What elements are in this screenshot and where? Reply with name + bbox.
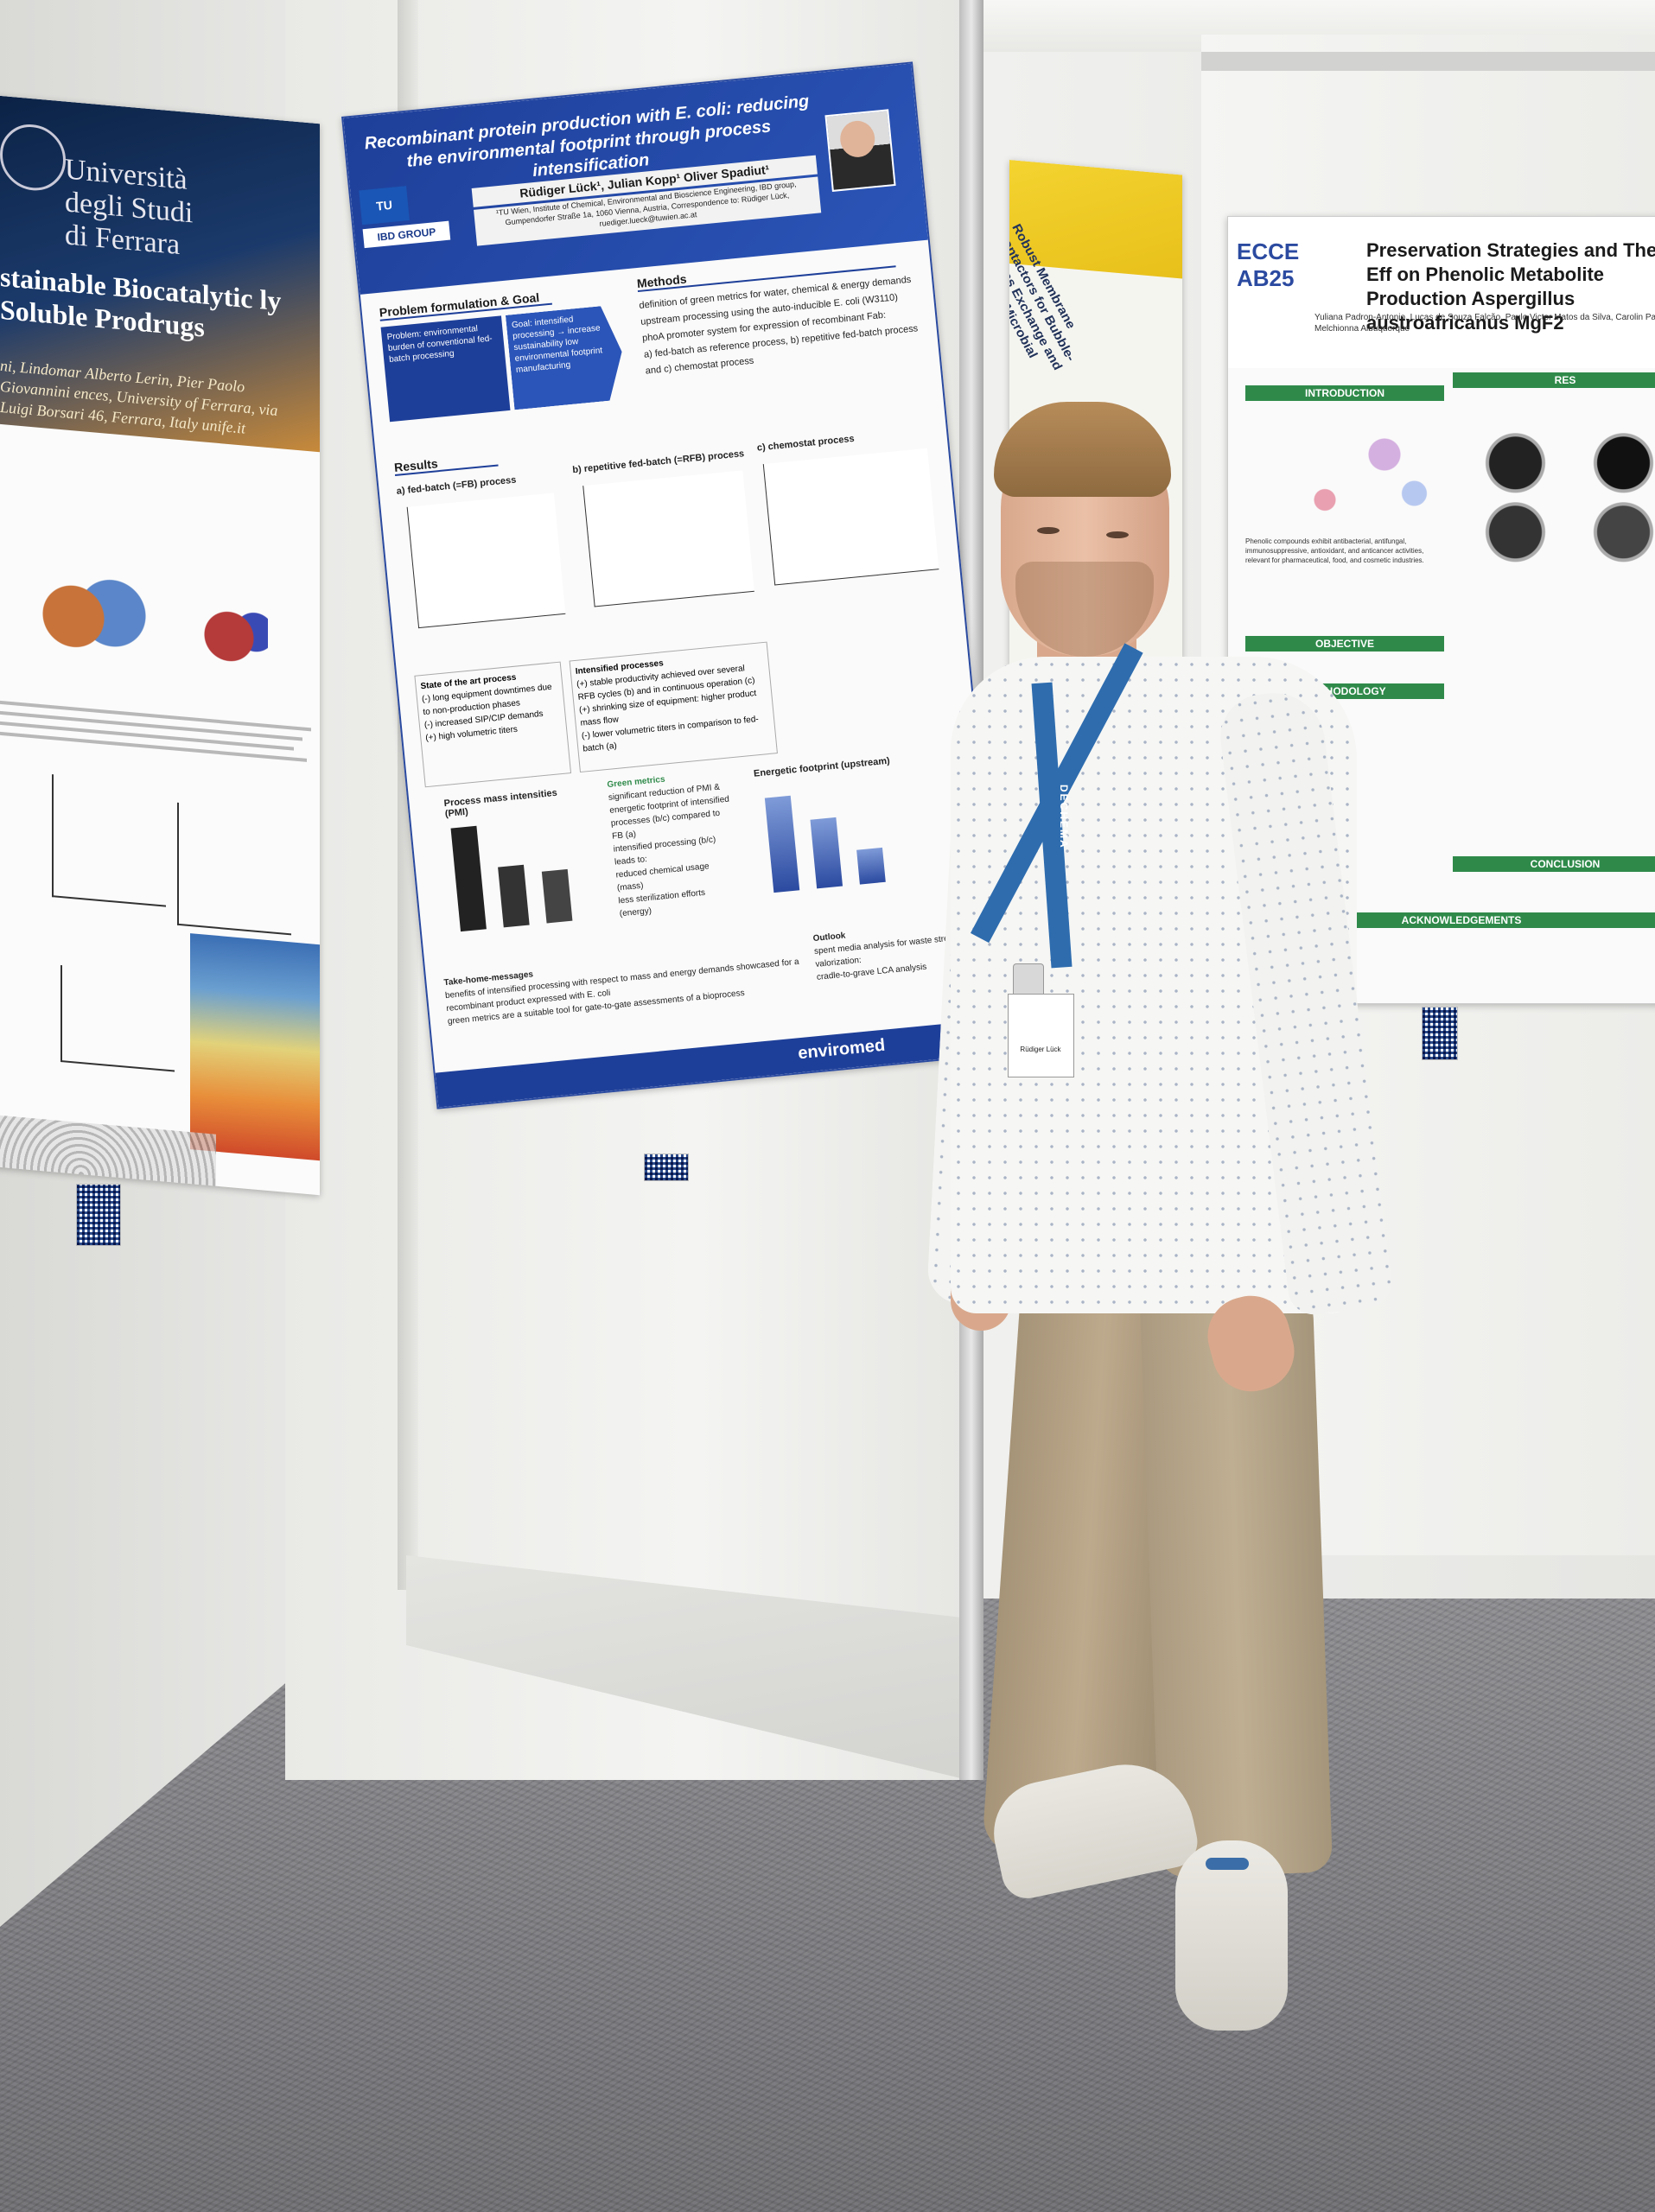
frame-rail	[1201, 52, 1655, 71]
university-seal-icon	[0, 121, 66, 194]
poster-center: Recombinant protein production with E. c…	[341, 61, 1009, 1109]
color-gradient-figure	[190, 933, 320, 1161]
pmi-bar	[541, 868, 573, 924]
qr-code-icon	[76, 1184, 121, 1246]
ecce-logo: ECCE AB25	[1237, 238, 1300, 291]
goal-box: Goal: intensified processing → increase …	[506, 304, 627, 410]
section-results: RES	[1453, 372, 1655, 388]
poster-left: Università degli Studi di Ferrara staina…	[0, 95, 320, 1196]
panel-b-label: b) repetitive fed-batch (=RFB) process	[571, 448, 745, 476]
poster-left-title: stainable Biocatalytic ly Soluble Prodru…	[0, 260, 282, 343]
take-home: Take-home-messages benefits of intensifi…	[443, 942, 810, 1028]
lanyard-text: DECHEMA	[1058, 784, 1070, 849]
petri-dish-photos	[1461, 424, 1655, 563]
intro-illustration	[1245, 403, 1444, 532]
graph	[52, 774, 166, 907]
qr-code-icon	[644, 1154, 689, 1181]
badge-name: Rüdiger Lück	[1020, 1046, 1061, 1053]
rfb-chart	[582, 470, 754, 607]
shoe-logo-icon	[1206, 1858, 1249, 1870]
green-metrics: Green metrics significant reduction of P…	[607, 767, 743, 943]
tu-wien-logo: TU	[359, 186, 410, 226]
fed-batch-chart	[406, 493, 566, 629]
poster-right-header: ECCE AB25 Preservation Strategies and Th…	[1228, 217, 1655, 368]
poster-right-title: Preservation Strategies and Their Eff on…	[1366, 239, 1655, 334]
graph	[177, 802, 291, 936]
panel-c-label: c) chemostat process	[756, 433, 856, 454]
intro-text: Phenolic compounds exhibit antibacterial…	[1245, 537, 1424, 564]
person-eye-right	[1106, 531, 1129, 538]
pmi-bar	[450, 825, 487, 932]
panel-a-label: a) fed-batch (=FB) process	[396, 474, 517, 497]
person-shoe-right	[1175, 1840, 1288, 2031]
name-badge	[1008, 994, 1074, 1077]
problem-box: Problem: environmental burden of convent…	[380, 315, 511, 423]
results-title: Results	[393, 450, 499, 476]
pmi-bar	[498, 864, 530, 928]
graph	[60, 964, 175, 1072]
ibd-group-logo: IBD GROUP	[362, 220, 451, 249]
pmi-title: Process mass intensities (PMI)	[443, 787, 558, 820]
state-of-art-box: State of the art process (-) long equipm…	[414, 661, 572, 788]
poster-left-header: Università degli Studi di Ferrara staina…	[0, 95, 320, 453]
section-objective: OBJECTIVE	[1245, 636, 1444, 652]
poster-right-authors: Yuliana Padron-Antonio, Lucas de Souza F…	[1314, 313, 1655, 334]
person-hair	[994, 402, 1171, 497]
intensified-box: Intensified processes (+) stable product…	[569, 641, 778, 773]
outlook-title: Outlook	[812, 931, 846, 944]
energy-bar	[856, 847, 886, 885]
chemostat-chart	[762, 448, 939, 586]
section-conclusion: CONCLUSION	[1453, 856, 1655, 872]
energy-title: Energetic footprint (upstream)	[753, 755, 891, 779]
section-introduction: INTRODUCTION	[1245, 385, 1444, 401]
energy-bar	[810, 817, 843, 889]
energy-bar	[764, 795, 800, 893]
person-eye-left	[1037, 527, 1060, 534]
molecule-illustration	[9, 545, 268, 698]
poster-right: ECCE AB25 Preservation Strategies and Th…	[1227, 216, 1655, 1004]
poster-left-authors: ni, Lindomar Alberto Lerin, Pier Paolo G…	[0, 356, 278, 437]
university-name: Università degli Studi di Ferrara	[65, 153, 194, 262]
qr-code-icon	[1422, 1007, 1458, 1060]
